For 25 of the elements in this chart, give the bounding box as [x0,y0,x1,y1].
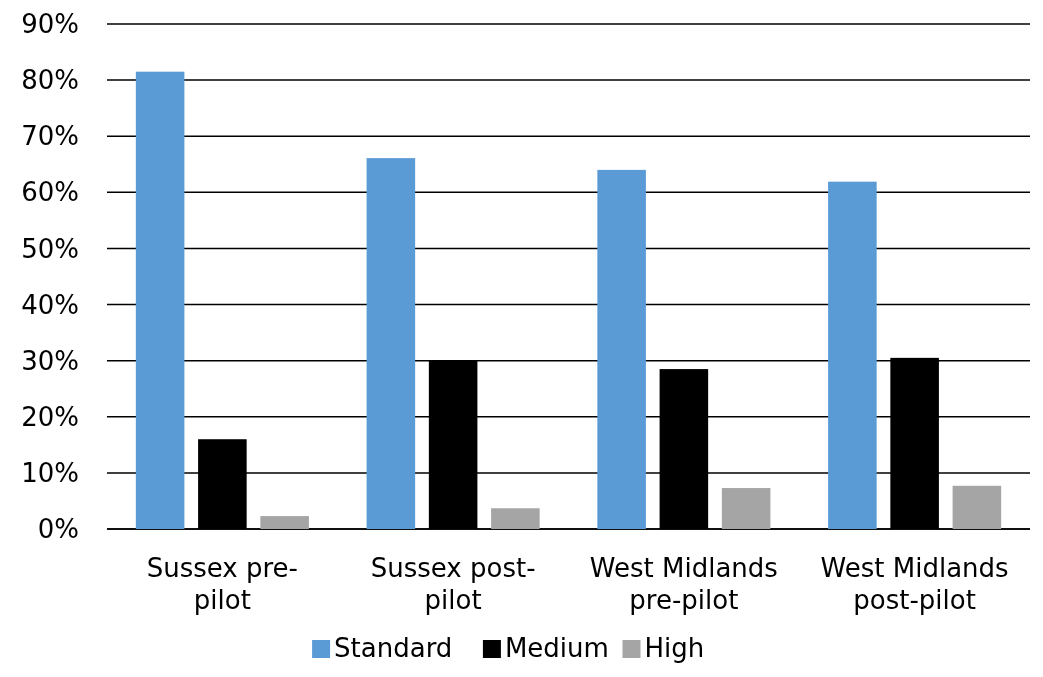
y-tick-label: 20% [21,401,79,432]
bar [952,485,1002,529]
x-tick-label: West Midlands post-pilot [820,553,1009,615]
y-tick-label: 10% [21,457,79,488]
x-tick-label: Sussex post-pilot [370,553,536,615]
y-tick-label: 50% [21,233,79,264]
bar [260,516,309,529]
bar [721,488,771,529]
y-tick-label: 0% [37,514,79,545]
y-tick-label: 70% [21,121,79,152]
y-tick-label: 60% [21,177,79,208]
y-tick-label: 30% [21,345,79,376]
bar [828,181,877,529]
legend-label: Medium [504,633,609,663]
bar [366,158,416,529]
bar [597,169,646,529]
bar [491,508,540,529]
y-tick-label: 80% [21,65,79,96]
legend-label: High [644,633,705,663]
bar [135,71,185,529]
x-tick-label: West Midlands pre-pilot [589,553,778,615]
y-tick-label: 90% [21,9,79,40]
y-tick-label: 40% [21,289,79,320]
legend-label: Standard [334,633,453,663]
x-tick-label: Sussex pre-pilot [146,553,299,615]
